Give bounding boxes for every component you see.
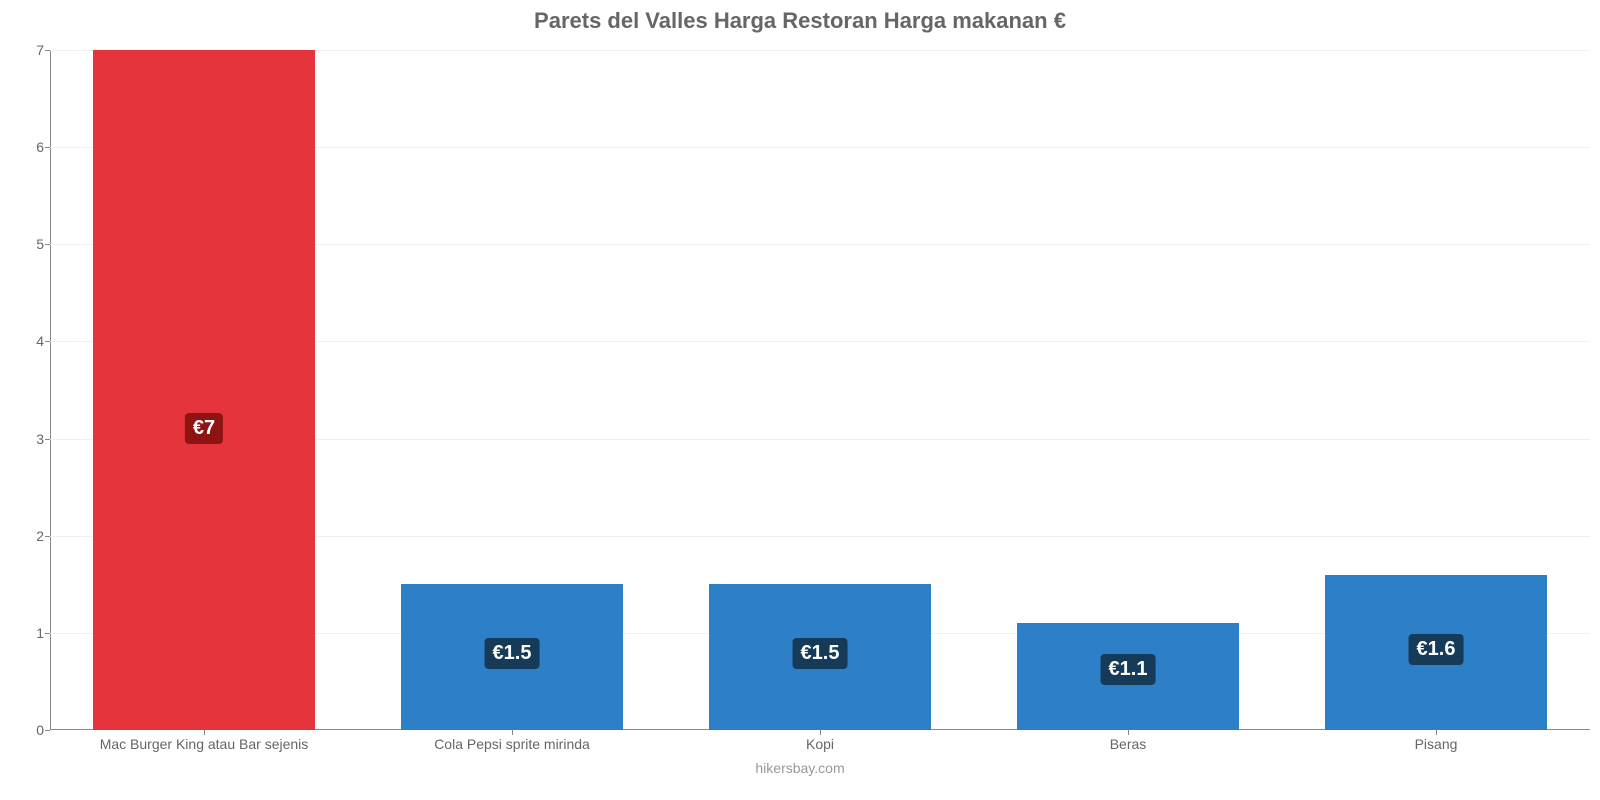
bar-value-badge: €1.6 [1409,634,1464,665]
x-tick-mark [1128,730,1129,735]
y-tick-label: 0 [20,722,44,738]
x-tick-mark [512,730,513,735]
x-tick-label: Cola Pepsi sprite mirinda [434,736,590,752]
y-tick-mark [45,439,50,440]
bar: €1.1 [1017,623,1239,730]
chart-subtitle: hikersbay.com [0,760,1600,776]
y-tick-mark [45,536,50,537]
bar: €1.5 [709,584,931,730]
bar-value-badge: €7 [185,413,223,444]
y-tick-label: 4 [20,333,44,349]
x-tick-label: Mac Burger King atau Bar sejenis [100,736,309,752]
bar: €1.5 [401,584,623,730]
y-tick-mark [45,147,50,148]
bar-value-badge: €1.1 [1101,654,1156,685]
y-tick-label: 3 [20,431,44,447]
y-tick-mark [45,730,50,731]
bar-value-badge: €1.5 [485,638,540,669]
y-axis [50,50,51,730]
y-tick-label: 2 [20,528,44,544]
x-tick-label: Beras [1110,736,1147,752]
bar-value-badge: €1.5 [793,638,848,669]
plot-area: 01234567€7Mac Burger King atau Bar sejen… [50,50,1590,730]
y-tick-mark [45,50,50,51]
y-tick-mark [45,633,50,634]
x-tick-mark [1436,730,1437,735]
x-tick-mark [204,730,205,735]
y-tick-mark [45,244,50,245]
y-tick-mark [45,341,50,342]
y-tick-label: 6 [20,139,44,155]
x-tick-label: Pisang [1415,736,1458,752]
bar: €1.6 [1325,575,1547,730]
x-tick-label: Kopi [806,736,834,752]
y-tick-label: 7 [20,42,44,58]
y-tick-label: 1 [20,625,44,641]
y-tick-label: 5 [20,236,44,252]
bar: €7 [93,50,315,730]
chart-title: Parets del Valles Harga Restoran Harga m… [0,8,1600,34]
x-tick-mark [820,730,821,735]
